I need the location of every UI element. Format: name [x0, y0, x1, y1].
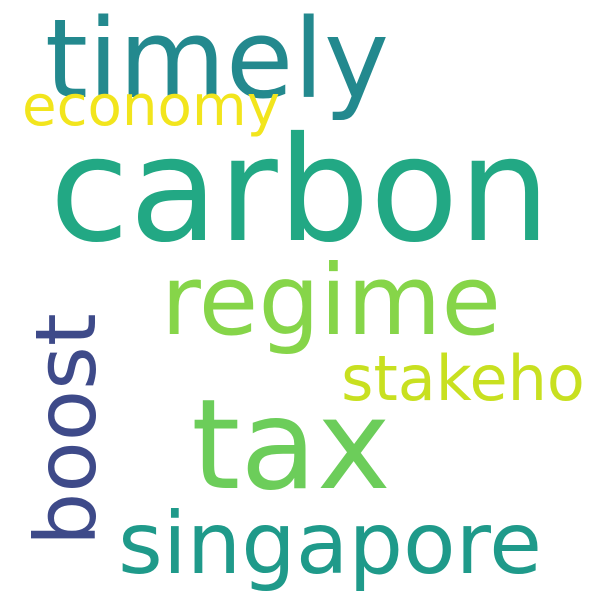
word-timely: timely	[44, 0, 390, 123]
word-tax: tax	[191, 373, 391, 518]
word-economy: economy	[22, 74, 280, 140]
word-boost: boost	[17, 313, 115, 547]
word-regime: regime	[160, 244, 502, 357]
word-carbon: carbon	[49, 106, 551, 275]
word-singapore: singapore	[118, 494, 542, 594]
word-stakeho: stakeho	[341, 342, 585, 415]
